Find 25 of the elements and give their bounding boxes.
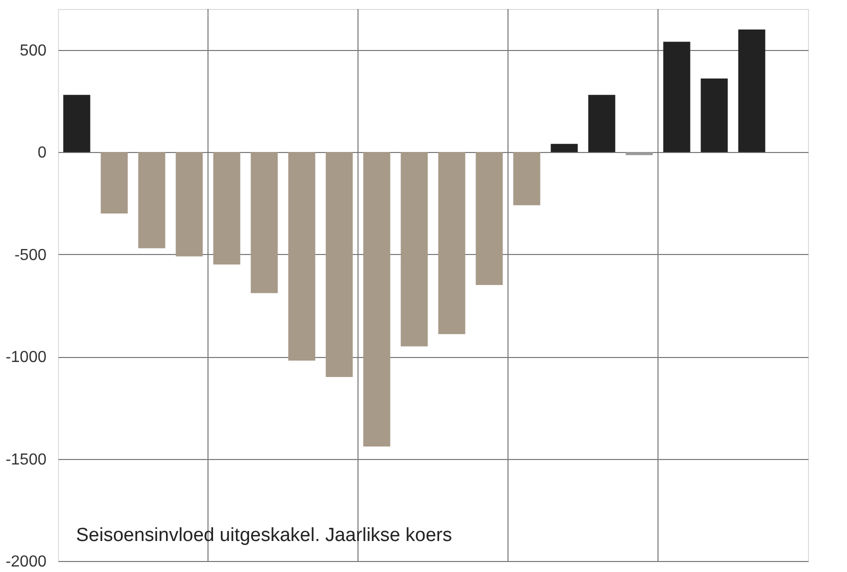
bar (476, 152, 503, 285)
bar (550, 144, 578, 152)
bar (738, 29, 766, 152)
y-tick-label: -2000 (6, 554, 47, 570)
y-tick-label: 0 (38, 144, 47, 162)
bar (363, 152, 390, 447)
bar (213, 152, 240, 265)
bar (588, 94, 616, 152)
bar (700, 78, 728, 152)
bar (400, 152, 428, 346)
y-tick-label: -1000 (6, 349, 47, 366)
bar (250, 152, 278, 294)
bar (288, 152, 316, 361)
y-tick-label: -1500 (6, 451, 47, 468)
y-tick-label: -500 (14, 246, 47, 264)
bar (663, 42, 690, 152)
bar (513, 152, 540, 206)
bar (138, 152, 166, 248)
bar (176, 152, 203, 256)
bar (626, 152, 653, 156)
bar (326, 152, 353, 377)
bar (438, 152, 466, 334)
bar (100, 152, 128, 214)
y-tick-label: 500 (20, 42, 47, 60)
bar (63, 94, 90, 152)
